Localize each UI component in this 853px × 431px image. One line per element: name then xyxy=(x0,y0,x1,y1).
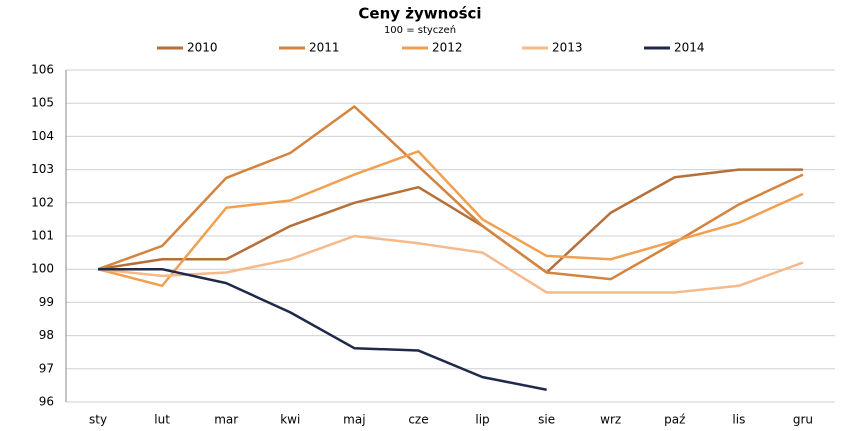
x-tick-label: wrz xyxy=(600,413,621,427)
y-tick-label: 96 xyxy=(39,395,54,409)
series-line xyxy=(97,105,804,281)
chart-title: Ceny żywności xyxy=(358,5,481,23)
y-tick-label: 105 xyxy=(31,96,54,110)
y-tick-label: 100 xyxy=(31,262,54,276)
legend-label: 2011 xyxy=(309,41,340,55)
y-tick-label: 103 xyxy=(31,162,54,176)
legend-label: 2014 xyxy=(674,41,705,55)
x-tick-label: sie xyxy=(538,413,555,427)
x-tick-label: maj xyxy=(343,413,365,427)
x-tick-label: sty xyxy=(89,413,107,427)
x-tick-label: gru xyxy=(793,413,813,427)
y-tick-label: 97 xyxy=(39,361,54,375)
x-tick-label: kwi xyxy=(280,413,300,427)
legend-label: 2010 xyxy=(187,41,218,55)
series-line xyxy=(97,168,803,274)
x-tick-label: lis xyxy=(732,413,745,427)
chart-subtitle: 100 = styczeń xyxy=(384,24,456,36)
x-tick-label: lut xyxy=(154,413,170,427)
legend-label: 2013 xyxy=(552,41,583,55)
series-line xyxy=(97,150,804,288)
series-line xyxy=(97,234,804,294)
y-tick-label: 101 xyxy=(31,229,54,243)
y-tick-label: 106 xyxy=(31,63,54,77)
y-tick-label: 104 xyxy=(31,129,54,143)
y-tick-label: 99 xyxy=(39,295,54,309)
y-tick-label: 102 xyxy=(31,195,54,209)
x-tick-label: lip xyxy=(475,413,489,427)
legend-label: 2012 xyxy=(432,41,463,55)
series-line xyxy=(98,267,547,391)
x-tick-label: paź xyxy=(664,413,685,427)
x-tick-label: mar xyxy=(214,413,238,427)
x-tick-label: cze xyxy=(408,413,428,427)
y-tick-label: 98 xyxy=(39,328,54,342)
